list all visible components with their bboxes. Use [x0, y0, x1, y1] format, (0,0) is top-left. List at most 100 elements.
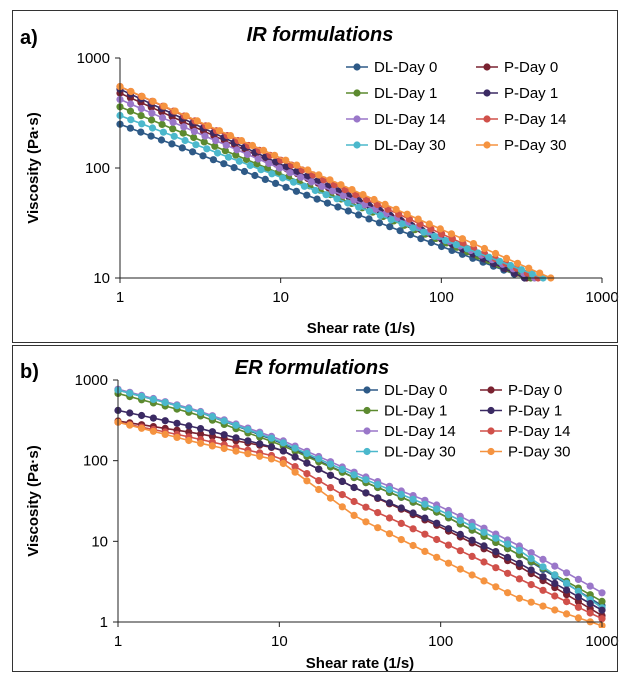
data-point	[563, 579, 571, 587]
data-point	[161, 417, 169, 425]
data-point	[148, 116, 156, 124]
data-point	[420, 228, 428, 236]
data-point	[397, 504, 405, 512]
data-point	[527, 549, 535, 557]
data-point	[326, 494, 335, 502]
data-point	[338, 491, 346, 499]
legend-label: DL-Day 0	[374, 59, 437, 76]
data-point	[181, 136, 189, 145]
y-tick-label: 100	[85, 160, 110, 177]
legend-marker	[487, 406, 495, 415]
chart-panel-b: b) ER formulations 1 10 100 1000 1 10 100 1000 She…	[20, 357, 619, 672]
data-point	[275, 164, 283, 172]
x-axis-label: Shear rate (1/s)	[306, 655, 414, 672]
data-point	[376, 211, 384, 220]
data-point	[396, 227, 404, 235]
data-point	[425, 220, 433, 228]
data-point	[158, 120, 166, 128]
data-point	[403, 210, 411, 218]
data-point	[338, 503, 346, 511]
data-point	[598, 589, 606, 597]
data-point	[303, 172, 311, 180]
data-point	[339, 192, 347, 200]
data-point	[385, 485, 394, 494]
legend-label: DL-Day 1	[384, 403, 447, 420]
data-point	[539, 602, 547, 610]
data-point	[204, 122, 212, 130]
data-point	[468, 571, 476, 579]
data-point	[315, 477, 323, 485]
data-point	[311, 186, 319, 195]
data-point	[433, 505, 441, 513]
data-point	[504, 569, 512, 577]
legend-label: DL-Day 14	[384, 423, 456, 440]
data-point	[180, 123, 188, 131]
legend-marker	[483, 115, 491, 123]
legend-marker	[353, 115, 361, 123]
data-point	[365, 215, 373, 223]
data-point	[362, 476, 370, 484]
data-point	[469, 240, 478, 248]
data-point	[126, 124, 134, 132]
data-point	[496, 257, 504, 265]
data-point	[235, 157, 243, 165]
legend-label: DL-Day 30	[374, 137, 446, 154]
y-tick-label: 1000	[75, 372, 108, 389]
data-point	[338, 465, 346, 473]
data-point	[173, 433, 181, 441]
data-point	[515, 594, 524, 602]
data-point	[315, 465, 323, 473]
data-point	[179, 129, 187, 137]
data-point	[303, 477, 311, 485]
data-point	[268, 170, 276, 178]
data-point	[318, 182, 326, 190]
data-point	[348, 186, 356, 194]
x-tick-label: 1000	[585, 633, 618, 650]
data-point	[409, 495, 417, 503]
data-point	[138, 411, 146, 420]
data-point	[334, 203, 342, 211]
data-point	[197, 430, 205, 438]
data-point	[551, 562, 559, 570]
data-point	[291, 453, 299, 461]
data-point	[386, 223, 394, 231]
data-point	[215, 127, 223, 135]
data-point	[525, 264, 533, 272]
data-point	[267, 434, 276, 442]
data-point	[409, 224, 417, 232]
data-point	[170, 132, 178, 140]
data-point	[182, 112, 190, 120]
data-point	[208, 428, 216, 436]
data-point	[574, 603, 583, 611]
data-point	[433, 535, 441, 544]
data-point	[149, 97, 157, 105]
data-point	[282, 156, 290, 164]
data-point	[574, 614, 583, 622]
data-point	[185, 436, 193, 445]
data-point	[474, 249, 482, 257]
data-point	[220, 160, 228, 168]
data-point	[291, 444, 299, 452]
data-point	[254, 155, 262, 163]
data-point	[244, 437, 252, 445]
data-point	[127, 100, 135, 108]
data-point	[185, 405, 193, 413]
data-point	[169, 118, 177, 126]
data-point	[292, 187, 300, 195]
data-point	[147, 132, 155, 140]
data-point	[220, 417, 228, 425]
x-tick-label: 1	[114, 633, 122, 650]
data-point	[315, 485, 323, 494]
data-point	[173, 419, 181, 427]
data-point	[421, 547, 429, 556]
y-tick-label: 10	[91, 533, 108, 550]
data-point	[244, 450, 252, 458]
data-point	[598, 606, 606, 614]
data-point	[240, 167, 249, 176]
data-point	[126, 107, 135, 115]
data-point	[126, 409, 134, 417]
data-point	[138, 424, 146, 432]
data-point	[456, 530, 464, 539]
x-tick-label: 1	[116, 289, 124, 306]
